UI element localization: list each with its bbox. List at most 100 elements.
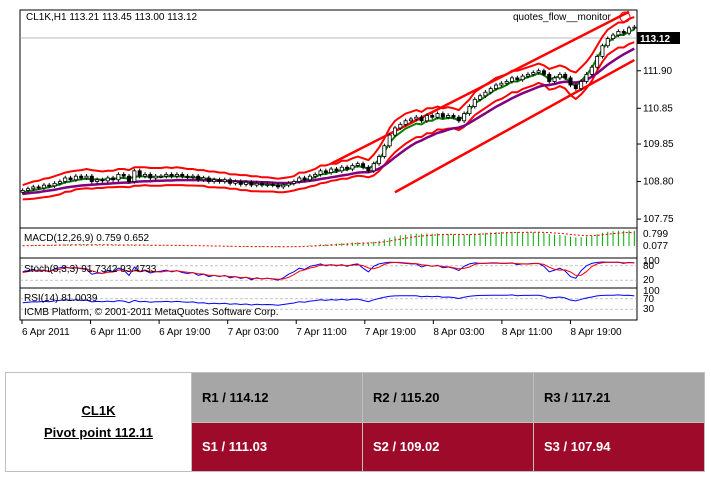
candle xyxy=(233,179,238,186)
s3-cell: S3 / 107.94 xyxy=(533,421,705,472)
candle xyxy=(541,68,546,77)
macd-label: MACD(12,26,9) 0.759 0.652 xyxy=(24,233,150,244)
rsi-panel xyxy=(20,294,637,310)
candle xyxy=(132,168,137,184)
trend-channel xyxy=(330,10,635,194)
r3-cell: R3 / 117.21 xyxy=(533,372,705,423)
panel-frames xyxy=(19,9,638,321)
candle xyxy=(515,75,520,82)
candle xyxy=(212,177,217,184)
bb-middle-line xyxy=(22,28,635,194)
r2-cell: R2 / 115.20 xyxy=(362,372,534,423)
candle xyxy=(563,72,568,81)
candle xyxy=(47,182,52,188)
candle xyxy=(323,168,328,175)
ma-line xyxy=(22,47,635,196)
x-tick-label: 7 Apr 11:00 xyxy=(296,327,347,338)
candle xyxy=(600,43,605,59)
candle xyxy=(307,174,312,182)
candle xyxy=(249,180,254,188)
stoch-tick-label: 100 xyxy=(643,256,660,267)
candle xyxy=(605,36,610,48)
candle xyxy=(494,82,499,91)
candlesticks xyxy=(20,25,637,195)
candle xyxy=(329,166,334,175)
candle xyxy=(318,168,323,177)
price-tick-label: 108.80 xyxy=(643,177,674,188)
candle xyxy=(95,177,100,184)
panel-frame-rsi xyxy=(19,287,638,321)
x-tick-label: 8 Apr 03:00 xyxy=(433,327,485,338)
candle xyxy=(228,177,233,186)
candle xyxy=(148,172,153,181)
candle xyxy=(488,86,493,95)
candle xyxy=(595,54,600,70)
candle xyxy=(20,188,25,195)
candle xyxy=(297,175,302,184)
candle xyxy=(499,81,504,88)
y-axis-ticks: 111.90 110.85 109.85 108.80 107.75 0.7990.077… xyxy=(637,66,674,315)
pivot-summary-cell: CL1K Pivot point 112.11 xyxy=(5,372,192,472)
candle xyxy=(286,181,291,188)
candle xyxy=(520,73,525,82)
candle xyxy=(41,182,46,191)
candle xyxy=(382,143,387,159)
candle xyxy=(403,118,408,127)
candle xyxy=(611,32,616,41)
candle xyxy=(164,172,169,179)
r1-cell: R1 / 114.12 xyxy=(191,372,363,423)
candle xyxy=(621,29,626,36)
candle xyxy=(302,175,307,182)
x-axis-ticks: 6 Apr 2011 6 Apr 11:00 6 Apr 19:00 7 Apr 03… xyxy=(21,320,622,338)
candle xyxy=(408,116,413,123)
candle xyxy=(451,113,456,120)
candle xyxy=(504,79,509,86)
candle xyxy=(174,172,179,179)
pivot-point-label: Pivot point 112.11 xyxy=(43,425,154,440)
candle xyxy=(355,161,360,168)
candle xyxy=(217,177,222,184)
price-tick-label: 107.75 xyxy=(643,214,674,225)
candle xyxy=(244,180,249,187)
candle xyxy=(536,68,541,75)
candle xyxy=(57,179,62,186)
candle xyxy=(79,174,84,181)
candle xyxy=(440,111,445,120)
candle xyxy=(430,113,435,120)
candle xyxy=(84,174,89,181)
candle xyxy=(531,70,536,77)
chart-header: CL1K,H1 113.21 113.45 113.00 113.12 xyxy=(26,12,198,23)
candle xyxy=(371,161,376,173)
symbol-label: CL1K xyxy=(81,403,116,418)
stoch-tick-label: 80 xyxy=(643,261,655,272)
candle xyxy=(632,25,637,31)
candle xyxy=(222,177,227,184)
channel-lower-line xyxy=(394,58,635,194)
stoch-label: Stoch(8,3,3) 91.7342 93.4733 xyxy=(24,264,157,275)
candle xyxy=(25,186,30,193)
candle xyxy=(568,75,573,88)
candle xyxy=(281,182,286,190)
candle xyxy=(462,111,467,123)
x-tick-label: 8 Apr 11:00 xyxy=(502,327,553,338)
x-tick-label: 8 Apr 19:00 xyxy=(570,327,622,338)
stochastic-panel xyxy=(20,261,637,281)
candle xyxy=(573,82,578,91)
macd-tick-label: 0.799 xyxy=(643,229,668,240)
candle xyxy=(435,111,440,120)
macd-tick-label: 0.077 xyxy=(643,241,668,252)
rsi-tick-label: 30 xyxy=(643,304,655,315)
current-price: 113.12 xyxy=(640,34,670,45)
stoch-tick-label: 20 xyxy=(643,275,655,286)
candle xyxy=(510,75,515,84)
candle xyxy=(414,115,419,122)
candle xyxy=(73,174,78,182)
candle xyxy=(190,174,195,180)
price-tick-label: 110.85 xyxy=(643,103,673,114)
candle xyxy=(483,90,488,98)
candle xyxy=(260,181,265,188)
candle xyxy=(557,72,562,81)
candle xyxy=(153,174,158,181)
candle xyxy=(446,113,451,120)
macd-panel xyxy=(22,230,635,248)
